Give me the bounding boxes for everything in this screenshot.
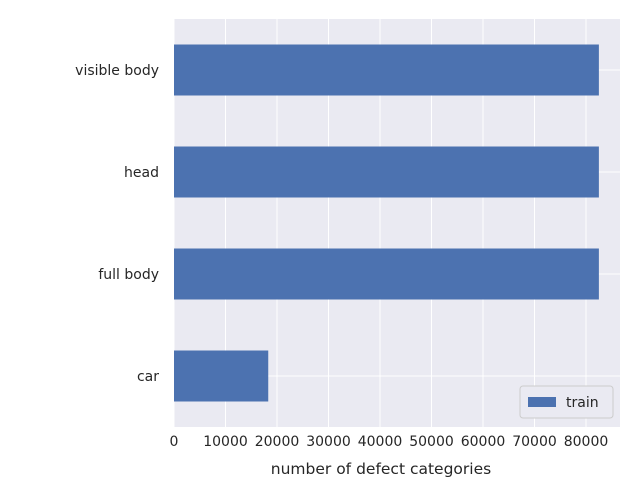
legend: train bbox=[519, 385, 614, 419]
legend-box bbox=[519, 385, 614, 419]
bar-full-body bbox=[174, 248, 599, 300]
x-tick-label: 10000 bbox=[203, 434, 248, 450]
y-axis-ticks: car full body head visible body bbox=[75, 63, 159, 385]
x-tick-label: 0 bbox=[170, 434, 179, 450]
y-tick-label: full body bbox=[98, 267, 159, 283]
x-tick-label: 80000 bbox=[564, 434, 609, 450]
y-tick-label: head bbox=[124, 165, 159, 181]
bar-car bbox=[174, 350, 269, 402]
x-tick-label: 20000 bbox=[255, 434, 300, 450]
bars bbox=[174, 44, 599, 402]
bar-head bbox=[174, 146, 599, 198]
y-tick-label: visible body bbox=[75, 63, 159, 79]
legend-swatch-train bbox=[528, 397, 556, 407]
x-tick-label: 70000 bbox=[512, 434, 557, 450]
x-axis-ticks: 0 10000 20000 30000 40000 50000 60000 70000 8000… bbox=[170, 434, 609, 450]
legend-label-train: train bbox=[566, 395, 599, 411]
x-tick-label: 40000 bbox=[358, 434, 403, 450]
x-tick-label: 60000 bbox=[461, 434, 506, 450]
x-tick-label: 30000 bbox=[306, 434, 351, 450]
y-tick-label: car bbox=[137, 369, 159, 385]
bar-visible-body bbox=[174, 44, 599, 96]
x-axis-label: number of defect categories bbox=[271, 460, 491, 478]
x-tick-label: 50000 bbox=[409, 434, 454, 450]
